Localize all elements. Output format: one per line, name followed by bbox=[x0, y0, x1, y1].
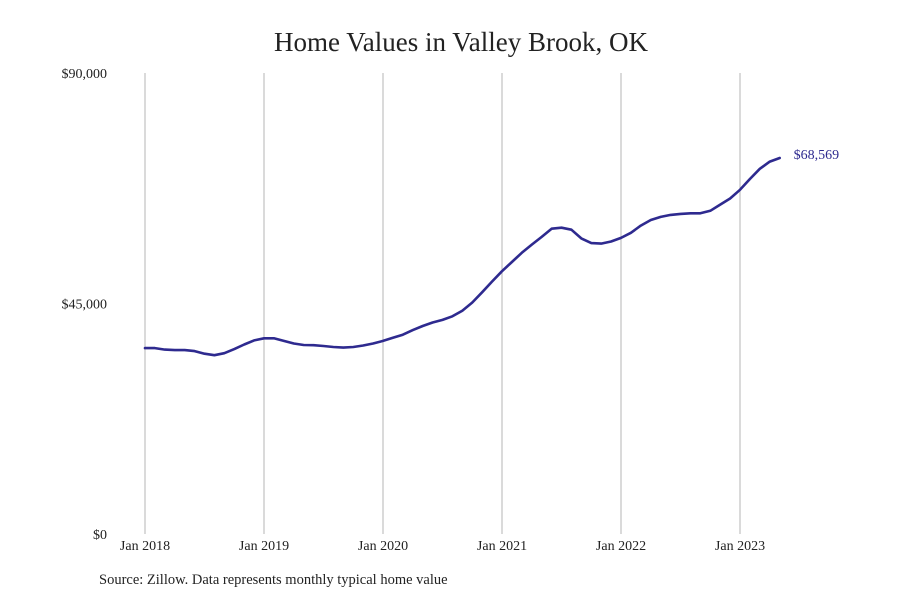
chart-title: Home Values in Valley Brook, OK bbox=[274, 27, 648, 57]
series-group: $68,569 bbox=[143, 148, 840, 357]
y-axis: $0 $45,000 $90,000 bbox=[62, 67, 108, 543]
source-note: Source: Zillow. Data represents monthly … bbox=[99, 572, 448, 588]
y-tick-label: $90,000 bbox=[62, 67, 108, 82]
series-line bbox=[143, 156, 782, 357]
gridlines bbox=[144, 73, 741, 534]
y-tick-label: $0 bbox=[93, 528, 107, 543]
x-tick-label: Jan 2019 bbox=[239, 539, 289, 554]
x-tick-label: Jan 2022 bbox=[596, 539, 646, 554]
x-tick-label: Jan 2018 bbox=[120, 539, 170, 554]
x-axis: Jan 2018 Jan 2019 Jan 2020 Jan 2021 Jan 2022… bbox=[120, 539, 765, 554]
x-tick-label: Jan 2020 bbox=[358, 539, 408, 554]
y-tick-label: $45,000 bbox=[62, 298, 108, 313]
x-tick-label: Jan 2023 bbox=[715, 539, 765, 554]
x-tick-label: Jan 2021 bbox=[477, 539, 527, 554]
end-value-label: $68,569 bbox=[794, 148, 840, 163]
